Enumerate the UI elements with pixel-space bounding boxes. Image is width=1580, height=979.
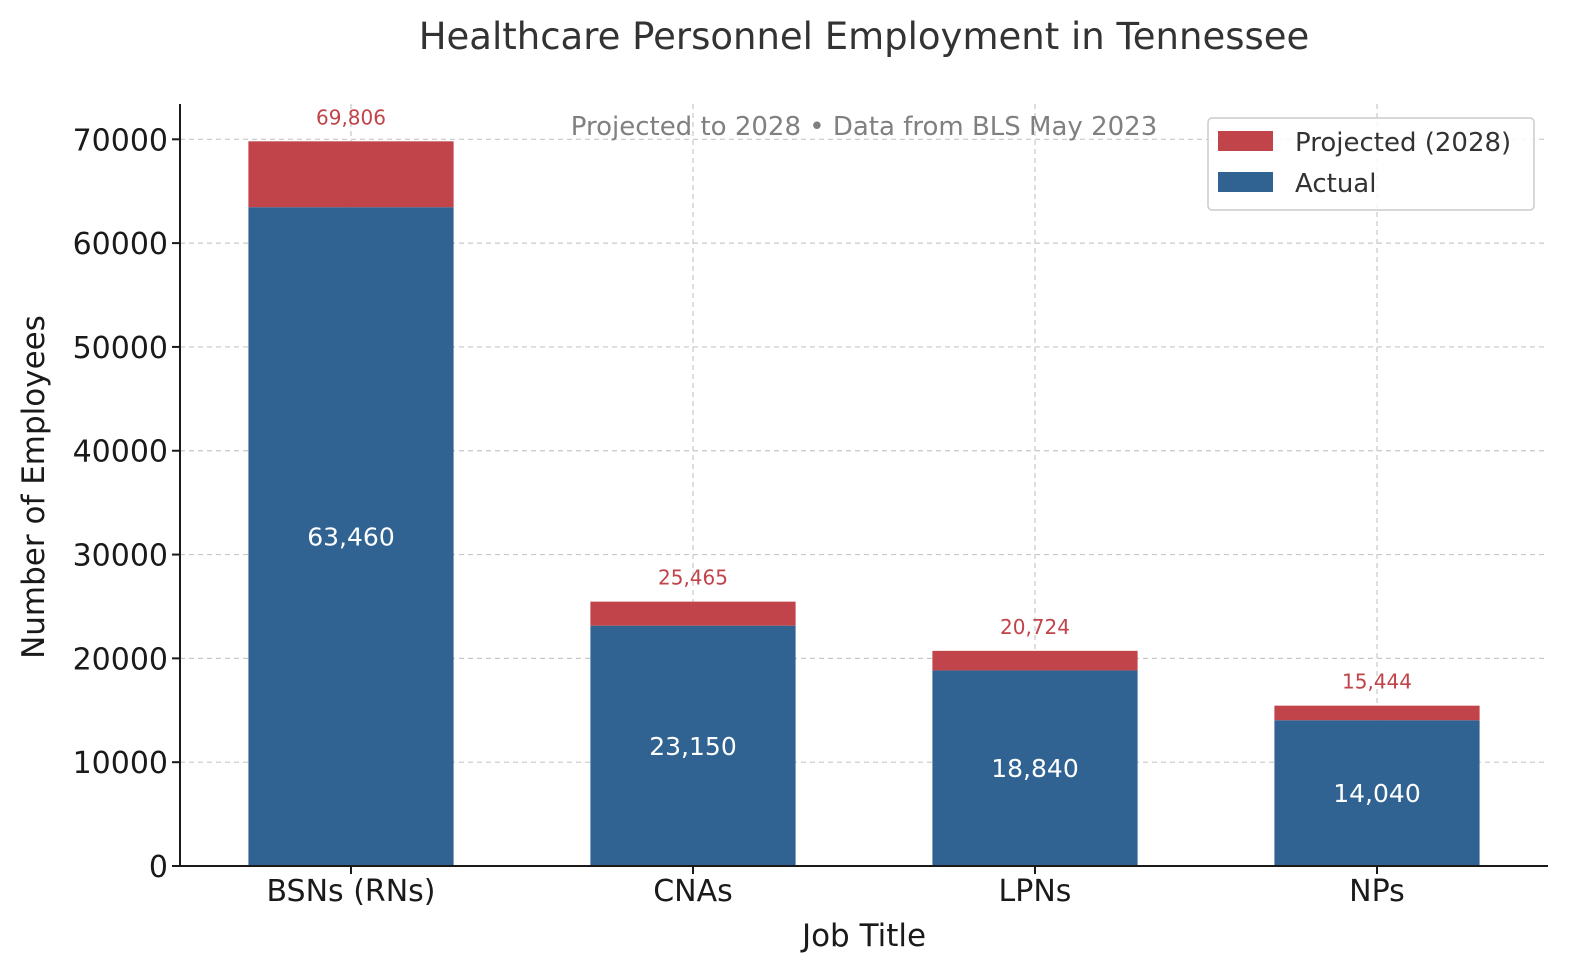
- y-tick-label-2: 20000: [73, 642, 168, 677]
- y-tick-label-1: 10000: [73, 746, 168, 781]
- y-tick-label-4: 40000: [73, 435, 168, 470]
- bar-label-actual-1: 23,150: [649, 732, 736, 761]
- bar-projected-2: [932, 650, 1138, 671]
- y-tick-label-0: 0: [149, 850, 168, 885]
- y-ticks: 0 10000 20000 30000 40000 50000 60000 70000: [73, 123, 180, 885]
- x-ticks: BSNs (RNs) CNAs LPNs NPs: [266, 866, 1405, 909]
- bar-labels: 63,460 69,806 23,150 25,465 18,840 20,724 14,0…: [307, 105, 1420, 808]
- y-tick-label-3: 30000: [73, 539, 168, 574]
- bar-actual-2: [932, 670, 1138, 866]
- bar-actual-0: [248, 207, 454, 866]
- legend-frame: [1207, 117, 1535, 211]
- legend-swatch-projected: [1218, 131, 1273, 151]
- bar-projected-3: [1274, 705, 1480, 721]
- bar-actual-1: [590, 625, 796, 866]
- chart-title: Healthcare Personnel Employment in Tenne…: [419, 15, 1310, 58]
- bars: [248, 141, 1480, 866]
- bar-actual-3: [1274, 720, 1480, 866]
- legend-swatch-actual: [1218, 172, 1273, 192]
- bar-projected-1: [590, 601, 796, 626]
- bar-label-total-2: 20,724: [1000, 615, 1070, 639]
- legend-label-projected: Projected (2028): [1295, 128, 1511, 158]
- bar-label-total-0: 69,806: [316, 105, 386, 129]
- chart-subtitle: Projected to 2028 • Data from BLS May 20…: [571, 112, 1158, 142]
- bar-label-actual-3: 14,040: [1333, 779, 1420, 808]
- bar-projected-0: [248, 141, 454, 208]
- bar-label-total-1: 25,465: [658, 566, 728, 590]
- y-axis-label: Number of Employees: [16, 315, 52, 659]
- x-tick-label-1: CNAs: [653, 874, 733, 909]
- legend: Projected (2028) Actual: [1207, 117, 1535, 211]
- bar-label-actual-2: 18,840: [991, 754, 1078, 783]
- x-axis-label: Job Title: [800, 918, 926, 954]
- y-tick-label-6: 60000: [73, 227, 168, 262]
- x-tick-label-0: BSNs (RNs): [266, 874, 435, 909]
- x-tick-label-2: LPNs: [999, 874, 1072, 909]
- y-tick-label-7: 70000: [73, 123, 168, 158]
- x-tick-label-3: NPs: [1349, 874, 1405, 909]
- y-tick-label-5: 50000: [73, 331, 168, 366]
- bar-label-total-3: 15,444: [1342, 670, 1412, 694]
- bar-label-actual-0: 63,460: [307, 523, 394, 552]
- legend-label-actual: Actual: [1295, 169, 1376, 199]
